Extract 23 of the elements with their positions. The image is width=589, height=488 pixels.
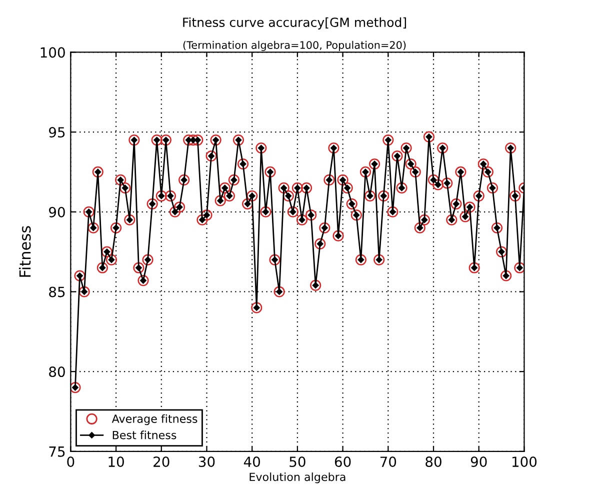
chart-title: Fitness curve accuracy[GM method] <box>183 17 406 30</box>
x-tick-label: 40 <box>244 456 260 468</box>
legend-label: Average fitness <box>112 414 198 426</box>
x-axis-title: Evolution algebra <box>250 472 346 484</box>
y-tick-label: 80 <box>49 366 65 378</box>
x-tick-label: 30 <box>198 456 215 468</box>
y-tick-label: 85 <box>49 286 65 298</box>
x-tick-label: 20 <box>154 456 170 468</box>
x-tick-label: 70 <box>380 456 396 468</box>
x-tick-label: 80 <box>426 456 442 468</box>
x-tick-label: 50 <box>290 456 306 468</box>
y-tick-label: 90 <box>49 206 65 218</box>
x-tick-label: 90 <box>470 456 487 468</box>
x-tick-label: 60 <box>334 456 351 468</box>
y-axis-title: Fitness <box>18 226 31 277</box>
x-tick-label: 0 <box>67 456 74 468</box>
y-tick-label: 75 <box>49 446 65 457</box>
legend-label: Best fitness <box>112 430 176 440</box>
x-tick-label: 10 <box>108 456 124 468</box>
chart-subtitle: (Termination algebra=100, Population=20) <box>183 40 406 51</box>
x-tick-label: 100 <box>512 456 537 468</box>
y-tick-label: 95 <box>49 127 65 138</box>
y-tick-label: 100 <box>40 47 65 58</box>
